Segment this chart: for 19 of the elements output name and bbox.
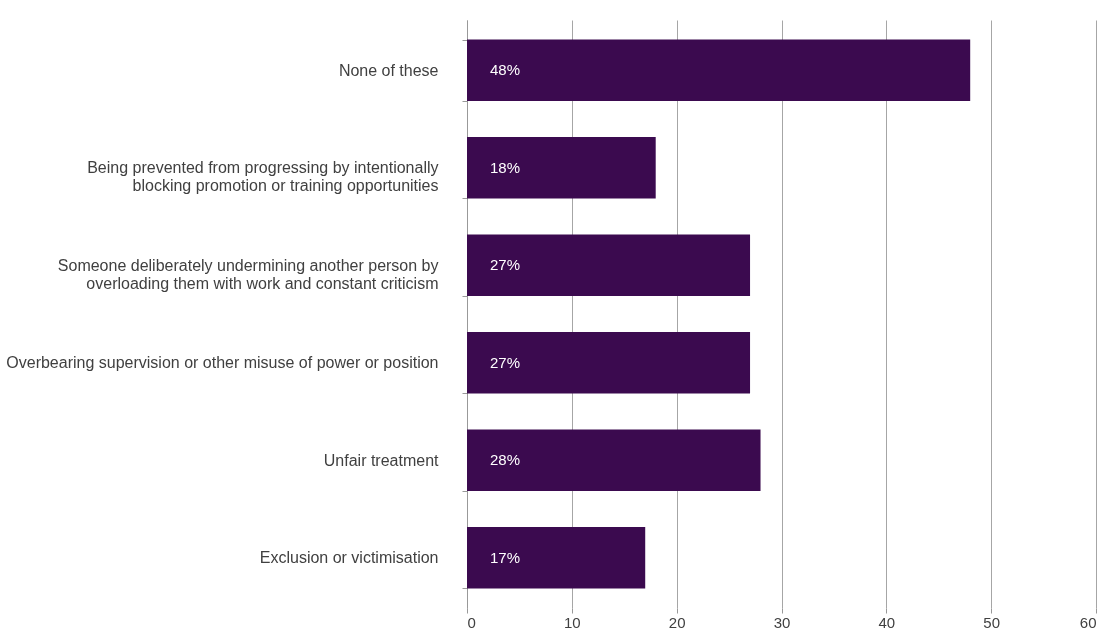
y-tick-label: Overbearing supervision or other misuse of power or position [6,354,439,372]
x-tick-label: 10 [563,613,581,631]
x-tick-label: 20 [668,613,686,631]
x-tick-label: 50 [983,613,1001,631]
data-label: 28% [490,451,521,469]
x-tick-label: 30 [773,613,791,631]
x-tick-label: 0 [467,613,476,631]
data-label: 18% [490,158,521,176]
data-label: 17% [490,548,521,566]
x-tick-label: 40 [878,613,896,631]
y-tick-label: Someone deliberately undermining another person by overloading them with work and constant criticism [57,256,439,292]
data-label: 27% [490,256,521,274]
data-label: 48% [490,61,521,79]
y-tick-label: Exclusion or victimisation [259,549,439,567]
y-tick-label: Being prevented from progressing by intentionally blocking promotion or training opportunities [87,159,439,195]
y-tick-label: None of these [338,61,439,79]
y-tick-label: Unfair treatment [323,451,440,469]
x-tick-label: 60 [1079,613,1097,631]
data-label: 27% [490,353,521,371]
